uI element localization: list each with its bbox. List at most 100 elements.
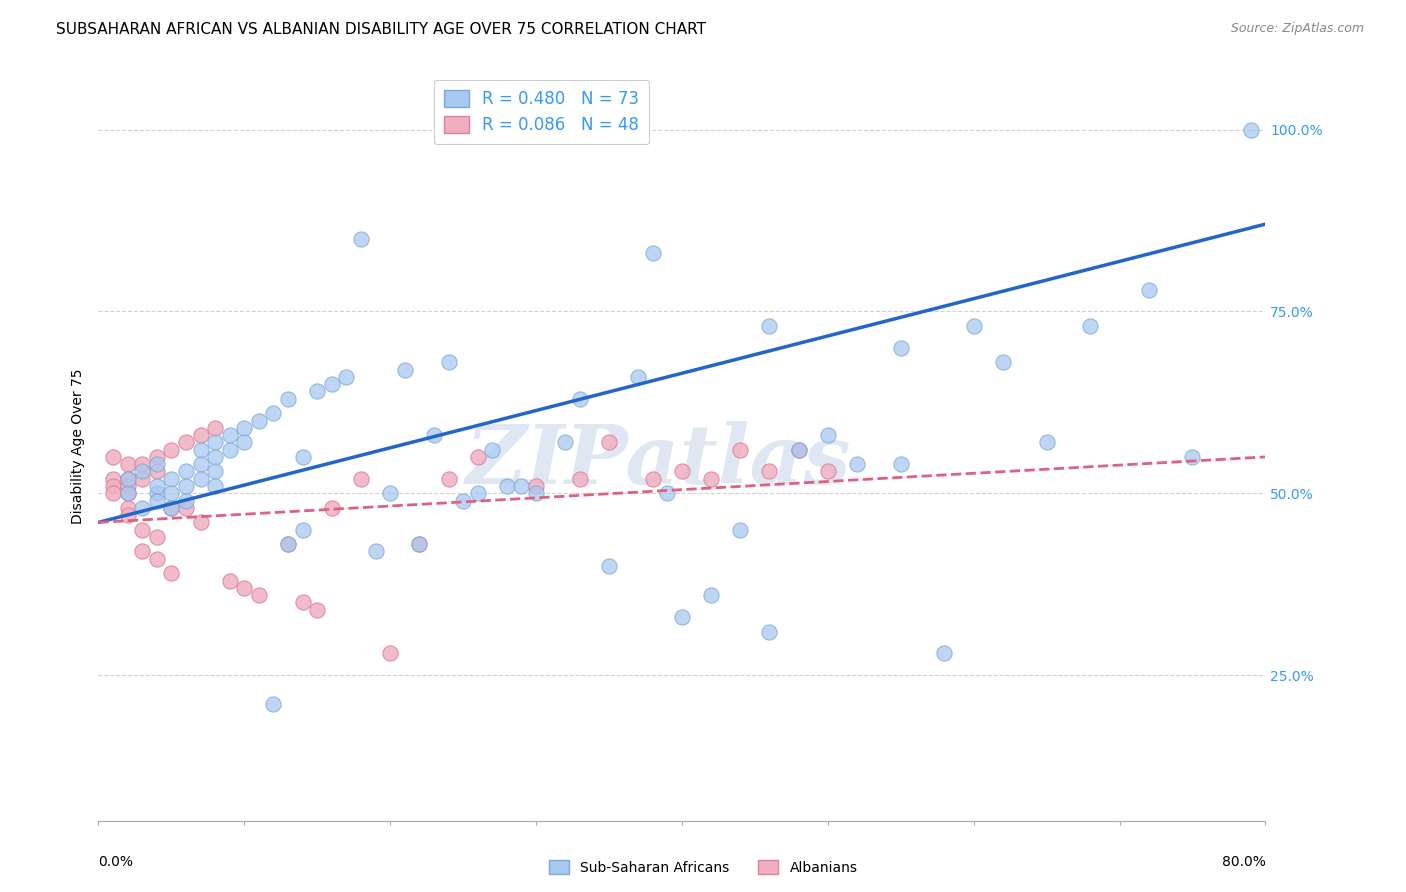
Point <box>204 479 226 493</box>
Point <box>277 537 299 551</box>
Point <box>101 486 124 500</box>
Point <box>568 472 591 486</box>
Point <box>233 581 256 595</box>
Point <box>204 465 226 479</box>
Point <box>146 450 169 464</box>
Point <box>131 465 153 479</box>
Point <box>160 566 183 581</box>
Point <box>671 610 693 624</box>
Point <box>218 428 240 442</box>
Point <box>307 602 329 616</box>
Point <box>247 588 270 602</box>
Point <box>817 465 839 479</box>
Point <box>160 442 183 457</box>
Point <box>846 457 869 471</box>
Point <box>291 523 314 537</box>
Point <box>598 435 620 450</box>
Point <box>787 442 810 457</box>
Point <box>730 523 752 537</box>
Point <box>291 450 314 464</box>
Legend: Sub-Saharan Africans, Albanians: Sub-Saharan Africans, Albanians <box>543 855 863 880</box>
Point <box>321 377 343 392</box>
Point <box>540 122 562 136</box>
Point <box>641 472 664 486</box>
Point <box>117 479 139 493</box>
Point <box>524 479 547 493</box>
Point <box>758 465 780 479</box>
Point <box>101 479 124 493</box>
Point <box>423 428 446 442</box>
Text: 80.0%: 80.0% <box>1222 855 1265 870</box>
Point <box>671 465 693 479</box>
Point <box>291 595 314 609</box>
Point <box>1240 122 1263 136</box>
Point <box>437 472 460 486</box>
Point <box>160 500 183 515</box>
Point <box>627 370 650 384</box>
Point <box>641 246 664 260</box>
Point <box>190 457 212 471</box>
Point <box>146 486 169 500</box>
Point <box>510 479 533 493</box>
Point <box>174 479 197 493</box>
Point <box>307 384 329 399</box>
Point <box>190 442 212 457</box>
Point <box>131 544 153 558</box>
Point <box>451 493 474 508</box>
Point <box>890 457 912 471</box>
Point <box>190 516 212 530</box>
Point <box>101 450 124 464</box>
Point <box>568 392 591 406</box>
Point <box>131 523 153 537</box>
Point <box>934 646 956 660</box>
Point <box>131 472 153 486</box>
Point <box>321 500 343 515</box>
Point <box>1035 435 1057 450</box>
Text: SUBSAHARAN AFRICAN VS ALBANIAN DISABILITY AGE OVER 75 CORRELATION CHART: SUBSAHARAN AFRICAN VS ALBANIAN DISABILIT… <box>56 22 706 37</box>
Point <box>700 588 723 602</box>
Point <box>131 500 153 515</box>
Point <box>350 232 373 246</box>
Point <box>146 530 169 544</box>
Point <box>408 537 430 551</box>
Point <box>496 479 519 493</box>
Point <box>1080 318 1102 333</box>
Point <box>1181 450 1204 464</box>
Point <box>657 486 679 500</box>
Point <box>277 392 299 406</box>
Legend: R = 0.480   N = 73, R = 0.086   N = 48: R = 0.480 N = 73, R = 0.086 N = 48 <box>433 79 648 145</box>
Point <box>277 537 299 551</box>
Point <box>117 486 139 500</box>
Point <box>991 355 1014 369</box>
Point <box>890 341 912 355</box>
Point <box>117 508 139 522</box>
Point <box>174 493 197 508</box>
Point <box>524 486 547 500</box>
Point <box>700 472 723 486</box>
Point <box>117 486 139 500</box>
Point <box>218 442 240 457</box>
Point <box>117 472 139 486</box>
Point <box>131 457 153 471</box>
Point <box>146 457 169 471</box>
Point <box>730 442 752 457</box>
Point <box>101 472 124 486</box>
Point <box>160 500 183 515</box>
Point <box>380 486 402 500</box>
Point <box>117 457 139 471</box>
Point <box>146 479 169 493</box>
Point <box>204 421 226 435</box>
Point <box>174 435 197 450</box>
Point <box>146 493 169 508</box>
Point <box>437 355 460 369</box>
Point <box>218 574 240 588</box>
Point <box>117 472 139 486</box>
Point <box>262 698 284 712</box>
Text: ZIPatlas: ZIPatlas <box>465 421 851 501</box>
Point <box>350 472 373 486</box>
Point <box>481 442 503 457</box>
Point <box>233 421 256 435</box>
Point <box>190 428 212 442</box>
Point <box>758 318 780 333</box>
Point <box>335 370 357 384</box>
